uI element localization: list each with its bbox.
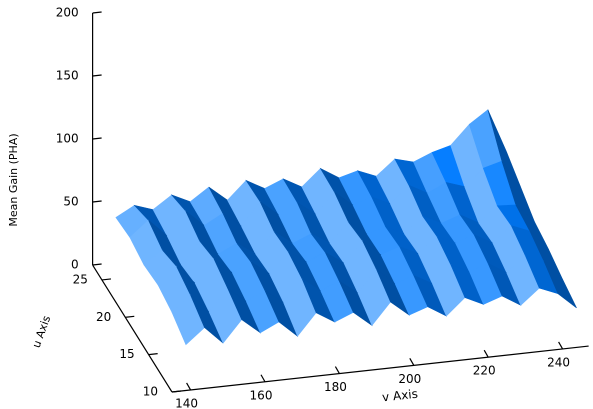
u-tick-label: 15 (119, 347, 134, 361)
v-tick (409, 358, 415, 366)
z-tick (92, 11, 102, 14)
v-tick-label: 200 (398, 372, 421, 386)
u-tick (125, 315, 135, 318)
z-tick-label: 0 (71, 258, 79, 272)
z-tick-label: 100 (56, 132, 79, 146)
u-tick-label: 10 (143, 385, 158, 399)
z-tick (92, 74, 102, 77)
v-tick (558, 341, 564, 350)
u-tick-label: 25 (73, 272, 88, 286)
v-tick (334, 366, 340, 374)
z-tick-label: 150 (56, 69, 79, 83)
z-tick (92, 200, 102, 203)
v-tick-label: 220 (473, 364, 496, 378)
v-tick-label: 140 (175, 396, 198, 409)
u-tick-label: 20 (96, 310, 111, 324)
surface-cell (543, 260, 577, 309)
z-axis-title: Mean Gain (PHA) (7, 133, 20, 226)
v-tick (483, 349, 489, 358)
v-axis (171, 345, 589, 393)
v-tick-label: 160 (250, 388, 273, 402)
u-tick (148, 353, 158, 356)
v-tick-label: 240 (547, 355, 570, 369)
z-tick (92, 263, 102, 266)
v-axis-title: v Axis (381, 387, 418, 405)
u-tick (101, 278, 112, 281)
v-tick-label: 180 (324, 380, 347, 394)
z-tick-label: 50 (63, 195, 78, 209)
z-tick-label: 200 (56, 6, 79, 20)
u-axis (92, 264, 173, 393)
v-tick (260, 374, 266, 383)
z-tick (92, 137, 102, 140)
u-tick (171, 390, 182, 393)
u-axis-title: u Axis (30, 314, 54, 350)
v-tick (186, 382, 192, 391)
